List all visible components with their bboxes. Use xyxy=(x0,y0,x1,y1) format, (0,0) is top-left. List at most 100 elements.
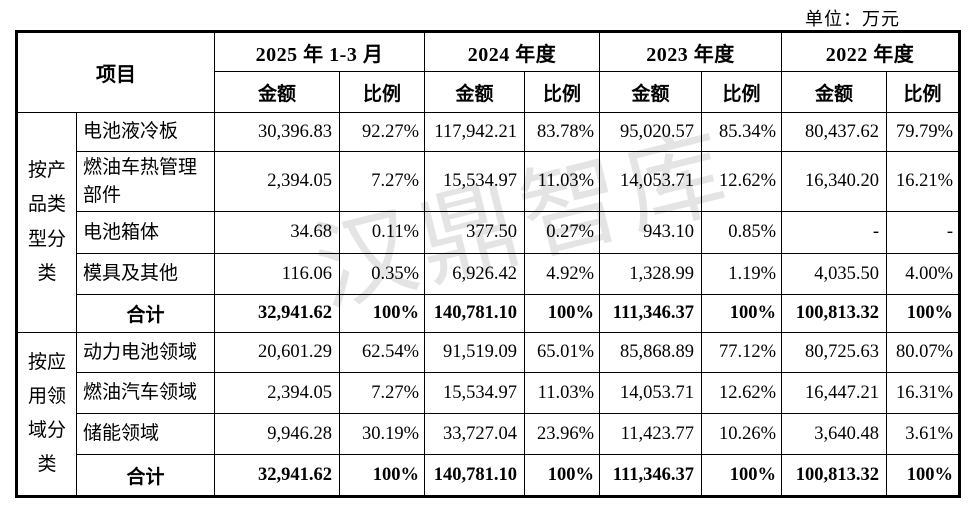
ratio-cell: 12.62% xyxy=(701,151,782,212)
ratio-cell: 1.19% xyxy=(701,253,782,295)
amount-cell: 95,020.57 xyxy=(599,112,702,152)
amount-cell: 1,328.99 xyxy=(599,253,702,295)
ratio-cell: 4.00% xyxy=(886,253,960,295)
ratio-cell: 92.27% xyxy=(339,112,425,152)
table-row: 电池箱体 34.68 0.11% 377.50 0.27% 943.10 0.8… xyxy=(17,211,960,254)
ratio-cell: 11.03% xyxy=(524,372,600,414)
ratio-cell: 79.79% xyxy=(886,112,960,152)
ratio-cell: - xyxy=(886,211,960,254)
ratio-cell: 30.19% xyxy=(339,413,425,455)
table-row: 储能领域 9,946.28 30.19% 33,727.04 23.96% 11… xyxy=(17,413,960,455)
amount-header: 金额 xyxy=(424,71,525,113)
amount-cell: 140,781.10 xyxy=(424,294,525,333)
ratio-cell: 100% xyxy=(339,294,425,333)
row-label: 电池箱体 xyxy=(76,211,215,254)
item-header: 项目 xyxy=(16,31,215,113)
total-label: 合计 xyxy=(76,294,215,333)
ratio-cell: 0.11% xyxy=(339,211,425,254)
amount-cell: 6,926.42 xyxy=(424,253,525,295)
ratio-cell: 7.27% xyxy=(339,372,425,414)
ratio-cell: 4.92% xyxy=(524,253,600,295)
total-row-application-field: 合计 32,941.62 100% 140,781.10 100% 111,34… xyxy=(17,454,960,497)
table-row: 燃油车热管理部件 2,394.05 7.27% 15,534.97 11.03%… xyxy=(17,151,960,212)
group-label-product-type: 按产品类型分类 xyxy=(16,112,77,333)
amount-cell: 34.68 xyxy=(214,211,340,254)
ratio-cell: 100% xyxy=(524,454,600,497)
table-row: 模具及其他 116.06 0.35% 6,926.42 4.92% 1,328.… xyxy=(17,253,960,295)
amount-cell: 111,346.37 xyxy=(599,454,702,497)
period-header-2025: 2025 年 1-3 月 xyxy=(214,31,425,72)
ratio-cell: 65.01% xyxy=(524,332,600,373)
amount-cell: 377.50 xyxy=(424,211,525,254)
ratio-cell: 77.12% xyxy=(701,332,782,373)
amount-cell: 140,781.10 xyxy=(424,454,525,497)
table-row: 按产品类型分类 电池液冷板 30,396.83 92.27% 117,942.2… xyxy=(16,112,960,333)
amount-cell: 4,035.50 xyxy=(781,253,887,295)
amount-cell: 100,813.32 xyxy=(781,454,887,497)
amount-cell: 3,640.48 xyxy=(781,413,887,455)
amount-cell: 2,394.05 xyxy=(214,372,340,414)
row-label: 动力电池领域 xyxy=(76,332,215,373)
table-row: 燃油汽车领域 2,394.05 7.27% 15,534.97 11.03% 1… xyxy=(17,372,960,414)
amount-cell: 80,725.63 xyxy=(781,332,887,373)
table-row: 按应用领域分类 动力电池领域 20,601.29 62.54% 91,519.0… xyxy=(16,332,960,497)
unit-label: 单位：万元 xyxy=(805,9,900,29)
amount-cell: 91,519.09 xyxy=(424,332,525,373)
ratio-cell: 11.03% xyxy=(524,151,600,212)
ratio-header: 比例 xyxy=(339,71,425,113)
amount-header: 金额 xyxy=(214,71,340,113)
amount-cell: 32,941.62 xyxy=(214,294,340,333)
ratio-cell: 0.27% xyxy=(524,211,600,254)
ratio-cell: 100% xyxy=(701,454,782,497)
period-header-2022: 2022 年度 xyxy=(781,31,960,72)
ratio-cell: 23.96% xyxy=(524,413,600,455)
ratio-cell: 100% xyxy=(524,294,600,333)
amount-cell: 16,340.20 xyxy=(781,151,887,212)
ratio-cell: 7.27% xyxy=(339,151,425,212)
amount-header: 金额 xyxy=(599,71,702,113)
amount-cell: 14,053.71 xyxy=(599,151,702,212)
amount-cell: 111,346.37 xyxy=(599,294,702,333)
ratio-cell: 100% xyxy=(886,454,960,497)
ratio-cell: 100% xyxy=(701,294,782,333)
total-label: 合计 xyxy=(76,454,215,497)
amount-cell: 80,437.62 xyxy=(781,112,887,152)
amount-cell: 20,601.29 xyxy=(214,332,340,373)
amount-cell: 100,813.32 xyxy=(781,294,887,333)
amount-header: 金额 xyxy=(781,71,887,113)
row-label: 燃油汽车领域 xyxy=(76,372,215,414)
ratio-cell: 16.21% xyxy=(886,151,960,212)
amount-cell: 30,396.83 xyxy=(214,112,340,152)
amount-cell: 14,053.71 xyxy=(599,372,702,414)
ratio-cell: 12.62% xyxy=(701,372,782,414)
group-label-application-field: 按应用领域分类 xyxy=(16,332,77,497)
amount-cell: 943.10 xyxy=(599,211,702,254)
amount-cell: 15,534.97 xyxy=(424,372,525,414)
financial-table: 项目 2025 年 1-3 月 2024 年度 2023 年度 2022 年度 … xyxy=(15,30,961,498)
ratio-cell: 85.34% xyxy=(701,112,782,152)
header-row-subcolumns: 金额 比例 金额 比例 金额 比例 金额 比例 xyxy=(17,71,960,113)
ratio-cell: 3.61% xyxy=(886,413,960,455)
period-header-2024: 2024 年度 xyxy=(424,31,600,72)
row-label: 储能领域 xyxy=(76,413,215,455)
ratio-cell: 16.31% xyxy=(886,372,960,414)
amount-cell: 33,727.04 xyxy=(424,413,525,455)
amount-cell: 16,447.21 xyxy=(781,372,887,414)
period-header-2023: 2023 年度 xyxy=(599,31,782,72)
amount-cell: 116.06 xyxy=(214,253,340,295)
ratio-cell: 0.35% xyxy=(339,253,425,295)
ratio-header: 比例 xyxy=(701,71,782,113)
ratio-cell: 62.54% xyxy=(339,332,425,373)
total-row-product-type: 合计 32,941.62 100% 140,781.10 100% 111,34… xyxy=(17,294,960,333)
ratio-cell: 100% xyxy=(339,454,425,497)
amount-cell: 9,946.28 xyxy=(214,413,340,455)
ratio-cell: 80.07% xyxy=(886,332,960,373)
amount-cell: 32,941.62 xyxy=(214,454,340,497)
amount-cell: 2,394.05 xyxy=(214,151,340,212)
amount-cell: 117,942.21 xyxy=(424,112,525,152)
amount-cell: 11,423.77 xyxy=(599,413,702,455)
row-label: 燃油车热管理部件 xyxy=(76,151,215,212)
row-label: 电池液冷板 xyxy=(76,112,215,152)
ratio-header: 比例 xyxy=(524,71,600,113)
amount-cell: - xyxy=(781,211,887,254)
